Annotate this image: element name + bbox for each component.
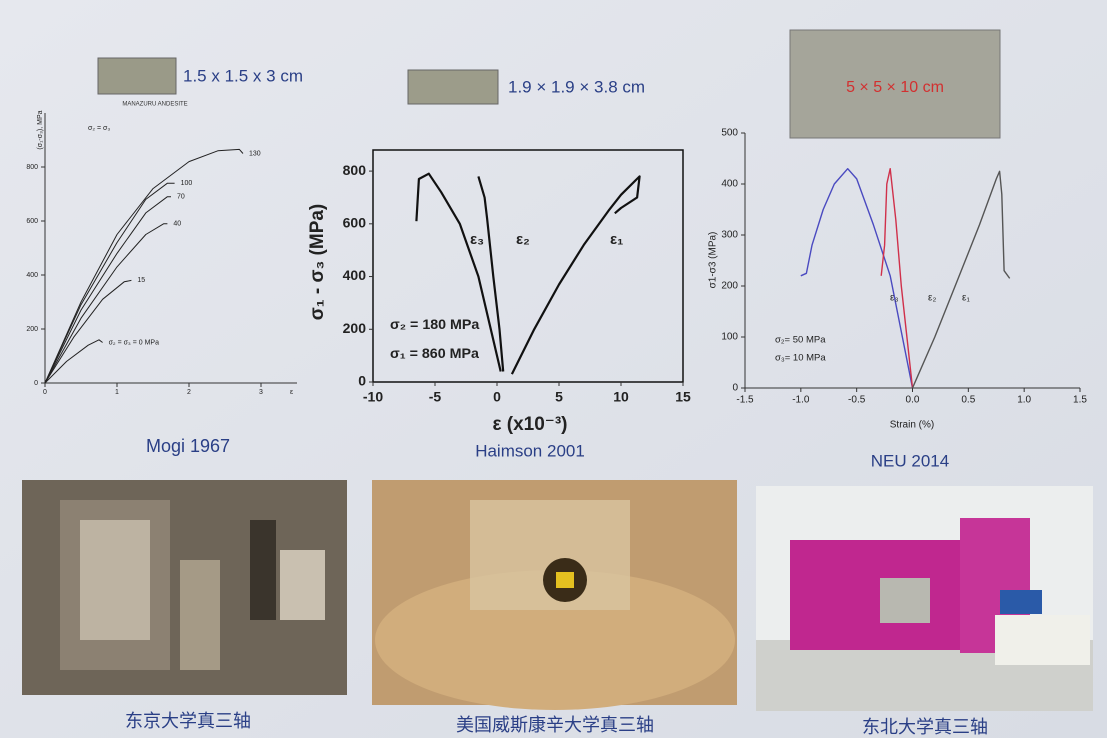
x-tick-label: -1.0 [792,395,810,406]
y-tick-label: 200 [721,281,738,292]
x-tick-label: 3 [259,389,263,396]
photo [372,480,737,710]
x-axis-label: ε [290,389,293,396]
x-tick-label: 1 [115,389,119,396]
y-tick-label: 0 [34,380,38,387]
x-tick-label: 0.0 [906,395,920,406]
x-tick-label: 1.5 [1073,395,1087,406]
y-axis-label: (σ₁-σ₃), MPa [37,110,44,149]
series-label: 15 [137,277,145,284]
series-label: ε₃ [890,293,899,304]
x-axis-label: Strain (%) [890,420,934,431]
x-tick-label: -5 [429,389,442,405]
specimen-label: 5 × 5 × 10 cm [846,79,944,96]
y-tick-label: 600 [26,218,38,225]
x-tick-label: 1.0 [1017,395,1031,406]
x-tick-label: 5 [555,389,563,405]
y-tick-label: 600 [343,215,367,231]
y-axis-label: σ₁ - σ₃ (MPa) [307,204,328,321]
series-label: ε₁ [962,293,970,304]
x-tick-label: 10 [613,389,629,405]
annotation: σ₂= 50 MPa [775,335,826,346]
photo-caption: 美国威斯康辛大学真三轴 [456,715,654,735]
y-tick-label: 0 [732,383,738,394]
y-axis-label: σ1-σ3 (MPa) [708,232,719,289]
x-tick-label: 2 [187,389,191,396]
x-tick-label: -0.5 [848,395,866,406]
chart-subtitle: MANAZURU ANDESITE [122,102,187,108]
series-label: ε₂ [928,293,936,304]
series-label: 70 [177,194,185,201]
x-tick-label: -10 [363,389,383,405]
specimen-block [408,70,498,104]
y-tick-label: 300 [721,230,738,241]
y-tick-label: 800 [343,162,367,178]
series-label: ε₃ [470,231,484,248]
series-label: 40 [173,221,181,228]
series-label: 100 [181,180,193,187]
photo-caption: 东北大学真三轴 [862,717,988,737]
y-tick-label: 200 [26,326,38,333]
series-label: ε₁ [610,231,623,248]
x-tick-label: 0 [493,389,501,405]
y-tick-label: 400 [343,267,367,283]
annotation: σ₂ = 180 MPa [390,317,480,333]
x-tick-label: 0.5 [961,395,975,406]
annotation: σ₃= 10 MPa [775,353,826,364]
y-tick-label: 200 [343,320,367,336]
series-label: 130 [249,150,261,157]
series-label: ε₂ [516,231,530,248]
x-tick-label: 15 [675,389,691,405]
annotation: σ₂ = σ₃ [88,125,110,132]
chart-caption: Haimson 2001 [475,441,585,460]
x-axis-label: ε (x10⁻³) [492,414,567,435]
y-tick-label: 800 [26,164,38,171]
x-tick-label: 0 [43,389,47,396]
y-tick-label: 400 [721,179,738,190]
y-tick-label: 0 [358,373,366,389]
photo [22,480,347,695]
specimen-label: 1.5 x 1.5 x 3 cm [183,66,303,85]
specimen-label: 1.9 × 1.9 × 3.8 cm [508,77,645,96]
chart-caption: Mogi 1967 [146,436,230,456]
photo [756,486,1093,711]
photo-caption: 东京大学真三轴 [125,711,251,731]
y-tick-label: 500 [721,128,738,139]
x-tick-label: -1.5 [736,395,754,406]
annotation: σ₁ = 860 MPa [390,346,480,362]
specimen-block [98,58,176,94]
y-tick-label: 100 [721,332,738,343]
chart-caption: NEU 2014 [871,451,949,470]
slide: 1.5 x 1.5 x 3 cm MANAZURU ANDESITE 1.9 ×… [0,0,1107,738]
series-label: σ₂ = σ₃ = 0 MPa [109,339,160,346]
y-tick-label: 400 [26,272,38,279]
